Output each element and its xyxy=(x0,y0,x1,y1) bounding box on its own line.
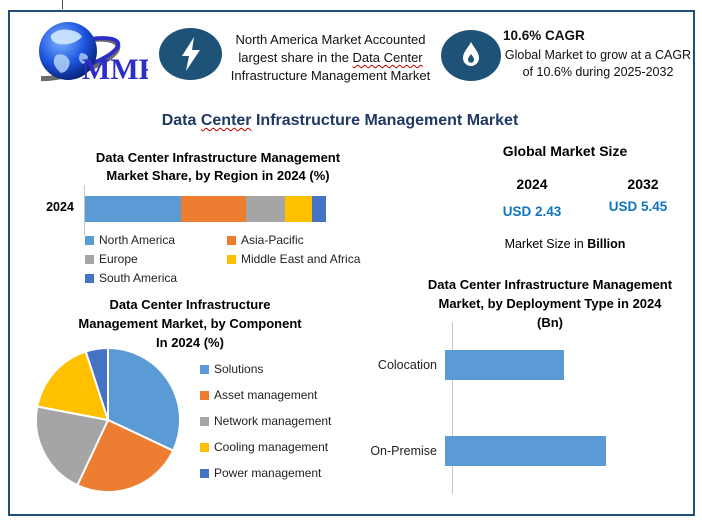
region-chart-title: Data Center Infrastructure Management Ma… xyxy=(95,150,341,183)
deployment-category-label: On-Premise xyxy=(370,444,437,458)
legend-item: South America xyxy=(85,269,227,288)
legend-swatch xyxy=(227,236,236,245)
component-pie-title: Data Center Infrastructure Management Ma… xyxy=(78,297,302,350)
legend-label: Europe xyxy=(99,252,138,266)
legend-swatch xyxy=(85,255,94,264)
legend-item: Middle East and Africa xyxy=(227,250,380,269)
region-chart-category-label: 2024 xyxy=(46,200,74,214)
cagr-callout-text: 10.6% CAGR Global Market to grow at a CA… xyxy=(503,27,693,81)
region-callout-text: North America Market Accounted largest s… xyxy=(223,31,438,89)
market-size-year-2032: 2032 xyxy=(627,176,659,192)
stacked-bar-segment xyxy=(285,196,312,222)
deployment-chart-title: Data Center Infrastructure Management Ma… xyxy=(427,277,673,330)
market-size-value-2024: USD 2.43 xyxy=(502,204,562,219)
legend-item: Network management xyxy=(200,408,360,434)
deployment-bar-row: On-Premise xyxy=(355,408,625,494)
stacked-bar-segment xyxy=(246,196,286,222)
legend-label: Cooling management xyxy=(214,440,329,454)
legend-swatch xyxy=(85,236,94,245)
legend-swatch xyxy=(200,364,209,374)
market-size-year-2024: 2024 xyxy=(516,176,548,192)
cagr-title: 10.6% CAGR xyxy=(503,28,585,43)
pie-slice xyxy=(107,347,181,452)
legend-label: South America xyxy=(99,271,178,285)
legend-item: Asia-Pacific xyxy=(227,231,380,250)
deployment-bar xyxy=(445,436,606,466)
legend-swatch xyxy=(200,416,209,426)
region-callout-post: Infrastructure Management Market xyxy=(230,68,431,84)
stacked-bar-segment xyxy=(181,196,247,222)
legend-label: Network management xyxy=(214,414,332,428)
page-title-post: Infrastructure Management Market xyxy=(251,112,519,129)
mmr-logo: MMR xyxy=(18,13,161,91)
pie-slice xyxy=(35,405,109,487)
legend-item: Cooling management xyxy=(200,434,360,460)
deployment-chart-rows: Colocation On-Premise xyxy=(355,322,625,494)
page-title-pre: Data xyxy=(161,112,201,129)
region-chart-legend: North America Asia-Pacific Europe Middle Ea… xyxy=(85,231,380,288)
legend-swatch xyxy=(227,255,236,264)
legend-item: Europe xyxy=(85,250,227,269)
page-title-underlined: Center xyxy=(200,112,252,129)
legend-item: Solutions xyxy=(200,356,360,382)
legend-swatch xyxy=(200,390,209,400)
legend-swatch xyxy=(200,468,209,478)
logo-text: MMR xyxy=(82,53,148,86)
region-callout-underlined: Data Center xyxy=(352,50,423,66)
cagr-body: Global Market to grow at a CAGR of 10.6%… xyxy=(504,47,692,79)
legend-label: Solutions xyxy=(214,362,264,376)
pie-slice xyxy=(76,419,175,493)
deployment-chart-axis-line xyxy=(452,322,453,494)
page-title: Data Center Infrastructure Management Ma… xyxy=(10,112,670,130)
legend-label: Asia-Pacific xyxy=(241,233,304,247)
region-callout-pre: North America Market Accounted largest s… xyxy=(235,32,426,66)
legend-label: North America xyxy=(99,233,176,247)
deployment-bar xyxy=(445,350,564,380)
ruler-tick-mark xyxy=(62,0,63,9)
market-size-caption-normal: Market Size in xyxy=(504,237,588,251)
region-chart-axis-line xyxy=(84,185,85,235)
deployment-bar-row: Colocation xyxy=(355,322,625,408)
component-pie-chart xyxy=(35,346,181,493)
legend-item: Power management xyxy=(200,460,360,486)
legend-swatch xyxy=(85,274,94,283)
market-size-value-2032: USD 5.45 xyxy=(608,199,668,214)
deployment-category-label: Colocation xyxy=(377,358,437,372)
global-market-size-heading: Global Market Size xyxy=(502,143,628,159)
flame-icon xyxy=(441,30,501,81)
market-size-caption-bold: Billion xyxy=(587,237,626,251)
legend-label: Power management xyxy=(214,466,322,480)
legend-item: Asset management xyxy=(200,382,360,408)
market-size-caption: Market Size in Billion xyxy=(455,237,675,251)
component-pie-legend: Solutions Asset management Network managem… xyxy=(200,356,360,486)
stacked-bar-segment xyxy=(85,196,182,222)
legend-label: Asset management xyxy=(214,388,318,402)
pie-slice xyxy=(84,346,109,421)
legend-item: North America xyxy=(85,231,227,250)
legend-label: Middle East and Africa xyxy=(241,252,361,266)
lightning-icon xyxy=(159,28,222,80)
globe-icon: MMR xyxy=(20,22,161,86)
legend-swatch xyxy=(200,442,209,452)
region-stacked-bar xyxy=(85,196,326,222)
stacked-bar-segment xyxy=(311,196,326,222)
